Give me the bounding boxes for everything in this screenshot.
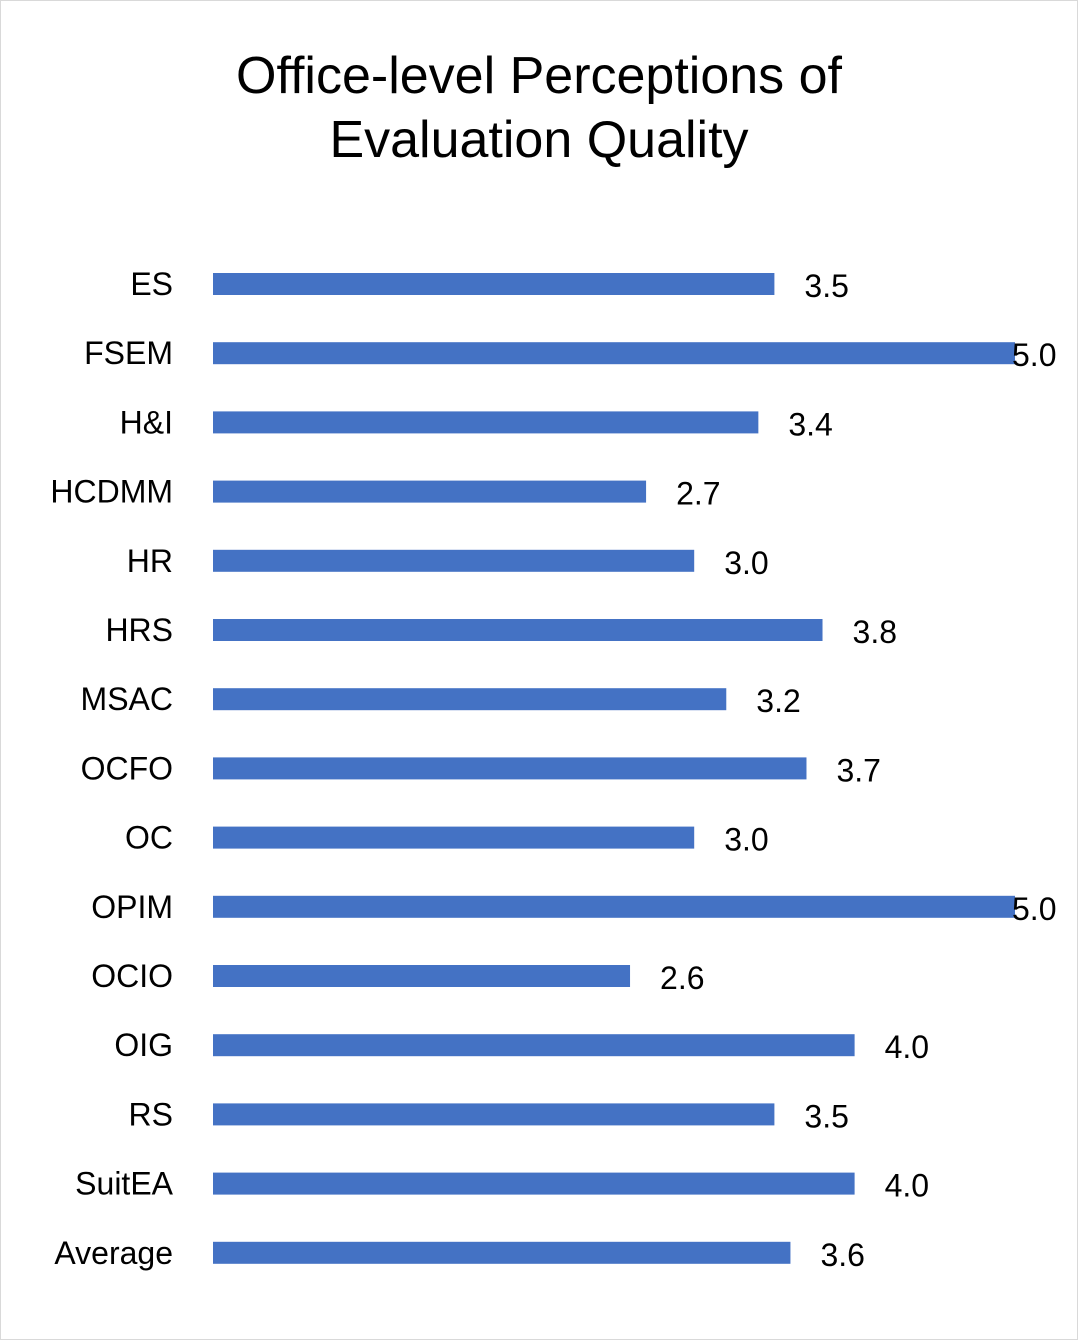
category-label: HCDMM	[50, 474, 173, 510]
chart-title: Office-level Perceptions of Evaluation Q…	[0, 44, 1078, 172]
chart-title-line-1: Office-level Perceptions of	[236, 47, 842, 105]
data-label: 3.8	[853, 614, 897, 650]
bar	[213, 1241, 791, 1264]
category-label: RS	[129, 1096, 173, 1132]
data-label: 3.0	[724, 822, 768, 858]
bar	[213, 549, 695, 572]
category-label: ES	[130, 266, 173, 302]
bar	[213, 895, 1015, 918]
category-label: OPIM	[91, 889, 173, 925]
bar	[213, 1034, 855, 1057]
category-label: HRS	[105, 612, 173, 648]
category-label: FSEM	[84, 335, 173, 371]
category-label: OCIO	[91, 958, 173, 994]
data-label: 3.5	[804, 1098, 848, 1134]
data-label: 5.0	[1012, 891, 1056, 927]
bar	[213, 480, 647, 503]
chart-title-line-2: Evaluation Quality	[329, 111, 749, 169]
data-label: 3.4	[788, 406, 832, 442]
bar	[213, 411, 759, 434]
category-label: SuitEA	[75, 1166, 173, 1202]
bar	[213, 273, 775, 295]
category-label: MSAC	[81, 681, 173, 717]
category-label: HR	[127, 543, 173, 579]
category-label: OCFO	[81, 750, 173, 786]
data-label: 5.0	[1012, 337, 1056, 373]
data-label: 3.2	[756, 683, 800, 719]
category-label: Average	[54, 1235, 173, 1271]
bar	[213, 965, 631, 987]
bar	[213, 1172, 855, 1195]
bar	[213, 1103, 775, 1126]
bar	[213, 757, 807, 780]
category-label: H&I	[120, 404, 173, 440]
data-label: 3.0	[724, 545, 768, 581]
category-label: OC	[125, 820, 173, 856]
bar	[213, 342, 1015, 365]
data-label: 2.7	[676, 476, 720, 512]
bar	[213, 826, 695, 849]
data-label: 3.7	[836, 752, 880, 788]
category-label: OIG	[114, 1027, 173, 1063]
data-label: 4.0	[885, 1168, 929, 1204]
bar	[213, 619, 823, 641]
data-label: 3.6	[820, 1237, 864, 1273]
data-label: 2.6	[660, 960, 704, 996]
data-label: 4.0	[885, 1029, 929, 1065]
bar	[213, 688, 727, 711]
data-label: 3.5	[804, 268, 848, 304]
